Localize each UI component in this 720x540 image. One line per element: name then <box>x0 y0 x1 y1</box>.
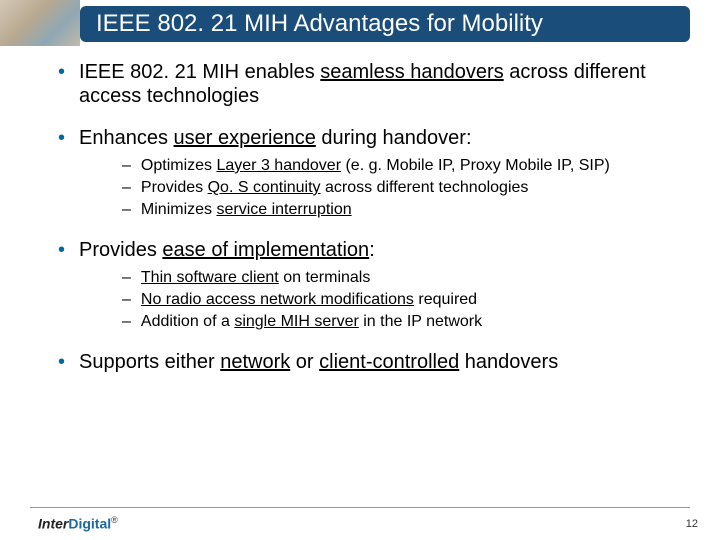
bullet-dot-icon: • <box>58 350 65 374</box>
text-emph: single MIH server <box>234 313 358 330</box>
sub-item: – Provides Qo. S continuity across diffe… <box>122 178 680 198</box>
sub-text: Optimizes Layer 3 handover (e. g. Mobile… <box>141 156 610 176</box>
bullet-3-text: Provides ease of implementation: <box>79 238 375 262</box>
sub-item: – Optimizes Layer 3 handover (e. g. Mobi… <box>122 156 680 176</box>
footer-divider <box>30 507 690 508</box>
text-emph: ease of implementation <box>162 239 369 261</box>
text-emph: user experience <box>174 127 316 149</box>
bullet-3-sublist: – Thin software client on terminals – No… <box>122 268 680 332</box>
slide-title: IEEE 802. 21 MIH Advantages for Mobility <box>96 10 543 38</box>
bullet-4: • Supports either network or client-cont… <box>50 350 680 374</box>
text-part: or <box>290 351 319 373</box>
bullet-dot-icon: • <box>58 238 65 262</box>
sub-text: Minimizes service interruption <box>141 200 352 220</box>
dash-icon: – <box>122 312 131 332</box>
text-part: Enhances <box>79 127 174 149</box>
text-emph: network <box>220 351 290 373</box>
text-emph: Thin software client <box>141 269 279 286</box>
logo-part2: Digital <box>68 516 111 532</box>
text-emph: client-controlled <box>319 351 459 373</box>
sub-text: No radio access network modifications re… <box>141 290 477 310</box>
bullet-2: • Enhances user experience during handov… <box>50 126 680 150</box>
bullet-2-sublist: – Optimizes Layer 3 handover (e. g. Mobi… <box>122 156 680 220</box>
text-part: across different technologies <box>321 179 529 196</box>
text-part: IEEE 802. 21 MIH enables <box>79 61 320 83</box>
page-number: 12 <box>686 518 698 530</box>
logo-part1: Inter <box>38 516 68 532</box>
dash-icon: – <box>122 268 131 288</box>
bullet-dot-icon: • <box>58 126 65 150</box>
title-bar: IEEE 802. 21 MIH Advantages for Mobility <box>80 6 690 42</box>
sub-text: Thin software client on terminals <box>141 268 370 288</box>
sub-item: – No radio access network modifications … <box>122 290 680 310</box>
text-emph: service interruption <box>216 201 351 218</box>
sub-item: – Thin software client on terminals <box>122 268 680 288</box>
text-part: (e. g. Mobile IP, Proxy Mobile IP, SIP) <box>341 157 610 174</box>
text-part: Supports either <box>79 351 220 373</box>
bullet-3: • Provides ease of implementation: <box>50 238 680 262</box>
dash-icon: – <box>122 290 131 310</box>
text-part: required <box>414 291 477 308</box>
text-part: handovers <box>459 351 558 373</box>
bullet-1: • IEEE 802. 21 MIH enables seamless hand… <box>50 60 680 108</box>
text-part: in the IP network <box>359 313 482 330</box>
text-part: Provides <box>141 179 208 196</box>
sub-text: Addition of a single MIH server in the I… <box>141 312 482 332</box>
text-part: during handover: <box>316 127 472 149</box>
text-emph: No radio access network modifications <box>141 291 414 308</box>
interdigital-logo: InterDigital® <box>38 515 118 532</box>
bullet-1-text: IEEE 802. 21 MIH enables seamless handov… <box>79 60 680 108</box>
text-part: on terminals <box>279 269 371 286</box>
bullet-dot-icon: • <box>58 60 65 108</box>
text-emph: Layer 3 handover <box>216 157 341 174</box>
text-emph: Qo. S continuity <box>208 179 321 196</box>
sub-text: Provides Qo. S continuity across differe… <box>141 178 528 198</box>
dash-icon: – <box>122 200 131 220</box>
sub-item: – Minimizes service interruption <box>122 200 680 220</box>
bullet-4-text: Supports either network or client-contro… <box>79 350 558 374</box>
header-image-strip <box>0 0 80 46</box>
text-part: Provides <box>79 239 162 261</box>
logo-registered-icon: ® <box>111 515 118 525</box>
text-part: Optimizes <box>141 157 217 174</box>
text-emph: seamless handovers <box>320 61 503 83</box>
sub-item: – Addition of a single MIH server in the… <box>122 312 680 332</box>
bullet-2-text: Enhances user experience during handover… <box>79 126 472 150</box>
dash-icon: – <box>122 178 131 198</box>
content-area: • IEEE 802. 21 MIH enables seamless hand… <box>50 60 680 392</box>
text-part: Addition of a <box>141 313 234 330</box>
text-part: : <box>369 239 375 261</box>
dash-icon: – <box>122 156 131 176</box>
text-part: Minimizes <box>141 201 217 218</box>
